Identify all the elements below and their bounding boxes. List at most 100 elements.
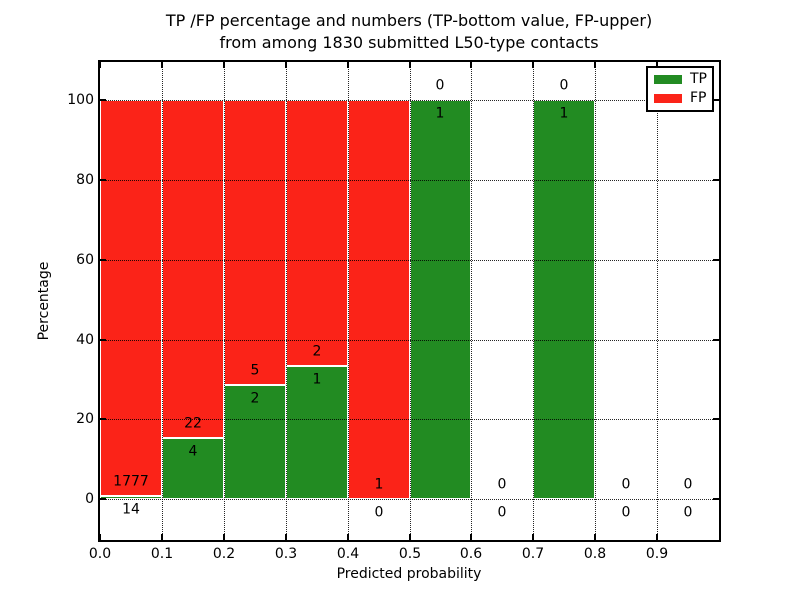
x-tick-mark-top	[161, 62, 163, 68]
gridline-horizontal	[100, 499, 719, 500]
legend-label-fp: FP	[690, 90, 707, 106]
label-tp-count-0-0.1: 14	[122, 501, 140, 518]
x-tick-mark	[161, 534, 163, 540]
bar-segment-fp-0.3-0.4	[286, 100, 348, 366]
y-tick-mark-right	[713, 418, 719, 420]
bar-segment-fp-0.1-0.2	[162, 100, 224, 438]
legend-row-tp: TP	[654, 72, 712, 87]
label-tp-count-0.1-0.2: 4	[188, 443, 198, 460]
x-tick-label: 0.7	[521, 546, 545, 562]
x-tick-mark	[223, 534, 225, 540]
gridline-horizontal	[100, 100, 719, 101]
gridline-vertical	[410, 62, 411, 540]
x-tick-mark-top	[470, 62, 472, 68]
gridline-vertical	[657, 62, 658, 540]
x-tick-label: 0.8	[583, 546, 607, 562]
x-tick-mark-top	[656, 62, 658, 68]
legend-swatch-tp	[654, 75, 682, 84]
x-tick-mark	[656, 534, 658, 540]
gridline-vertical	[162, 62, 163, 540]
y-axis-label: Percentage	[36, 261, 52, 341]
x-tick-label: 0.0	[88, 546, 112, 562]
x-tick-mark	[594, 534, 596, 540]
label-fp-count-0-0.1: 1777	[113, 473, 149, 490]
bar-segment-tp-0.7-0.8	[533, 100, 595, 499]
x-tick-mark	[347, 534, 349, 540]
x-tick-mark	[532, 534, 534, 540]
x-tick-label: 0.3	[274, 546, 298, 562]
x-tick-mark	[409, 534, 411, 540]
y-tick-label: 20	[76, 411, 94, 427]
gridline-vertical	[471, 62, 472, 540]
gridline-vertical	[533, 62, 534, 540]
x-tick-mark-top	[347, 62, 349, 68]
x-tick-label: 0.4	[336, 546, 360, 562]
label-fp-count-0.5-0.6: 0	[435, 77, 445, 94]
y-tick-mark	[100, 339, 106, 341]
label-fp-count-0.9-1: 0	[683, 476, 693, 493]
x-tick-label: 0.2	[212, 546, 236, 562]
y-tick-mark-right	[713, 259, 719, 261]
bar-segment-tp-0.5-0.6	[410, 100, 471, 499]
y-tick-mark-right	[713, 339, 719, 341]
gridline-horizontal	[100, 340, 719, 341]
bar-segment-fp-0-0.1	[100, 100, 162, 496]
gridline-horizontal	[100, 180, 719, 181]
bar-segment-tp-0.2-0.3	[224, 385, 286, 499]
y-tick-label: 80	[76, 172, 94, 188]
x-tick-mark-top	[532, 62, 534, 68]
bar-segment-fp-0.2-0.3	[224, 100, 286, 385]
label-tp-count-0.5-0.6: 1	[435, 105, 445, 122]
x-tick-mark-top	[594, 62, 596, 68]
label-fp-count-0.2-0.3: 5	[250, 362, 260, 379]
legend: TP FP	[646, 66, 714, 112]
label-fp-count-0.4-0.5: 1	[374, 476, 384, 493]
label-tp-count-0.9-1: 0	[683, 504, 693, 521]
y-tick-label: 0	[85, 491, 94, 507]
bar-segment-tp-0.3-0.4	[286, 366, 348, 499]
y-tick-mark	[100, 179, 106, 181]
y-tick-mark	[100, 418, 106, 420]
label-tp-count-0.4-0.5: 0	[374, 504, 384, 521]
y-tick-mark	[100, 498, 106, 500]
y-tick-mark	[100, 99, 106, 101]
label-fp-count-0.3-0.4: 2	[312, 343, 322, 360]
y-tick-label: 60	[76, 252, 94, 268]
gridline-vertical	[224, 62, 225, 540]
chart-title-line1: TP /FP percentage and numbers (TP-bottom…	[165, 11, 653, 30]
x-tick-mark-top	[99, 62, 101, 68]
gridline-vertical	[348, 62, 349, 540]
x-tick-mark-top	[285, 62, 287, 68]
legend-label-tp: TP	[690, 71, 707, 87]
label-tp-count-0.8-0.9: 0	[621, 504, 631, 521]
y-tick-label: 40	[76, 332, 94, 348]
gridline-horizontal	[100, 419, 719, 420]
label-fp-count-0.1-0.2: 22	[184, 415, 202, 432]
label-tp-count-0.3-0.4: 1	[312, 371, 322, 388]
x-tick-mark-top	[409, 62, 411, 68]
y-tick-label: 100	[67, 92, 94, 108]
y-tick-mark	[100, 259, 106, 261]
label-fp-count-0.8-0.9: 0	[621, 476, 631, 493]
y-tick-mark-right	[713, 179, 719, 181]
x-tick-mark	[285, 534, 287, 540]
gridline-vertical	[595, 62, 596, 540]
x-tick-label: 0.6	[459, 546, 483, 562]
legend-swatch-fp	[654, 94, 682, 103]
gridline-horizontal	[100, 260, 719, 261]
x-axis-label: Predicted probability	[336, 566, 482, 582]
label-tp-count-0.7-0.8: 1	[559, 105, 569, 122]
label-fp-count-0.7-0.8: 0	[559, 77, 569, 94]
x-tick-mark	[99, 534, 101, 540]
legend-row-fp: FP	[654, 91, 712, 106]
label-tp-count-0.6-0.7: 0	[497, 504, 507, 521]
y-tick-mark-right	[713, 498, 719, 500]
x-tick-mark-top	[223, 62, 225, 68]
y-tick-mark-right	[713, 99, 719, 101]
chart-title-line2: from among 1830 submitted L50-type conta…	[219, 33, 599, 52]
bar-segment-fp-0.4-0.5	[348, 100, 410, 499]
label-fp-count-0.6-0.7: 0	[497, 476, 507, 493]
label-tp-count-0.2-0.3: 2	[250, 390, 260, 407]
x-tick-label: 0.5	[398, 546, 422, 562]
